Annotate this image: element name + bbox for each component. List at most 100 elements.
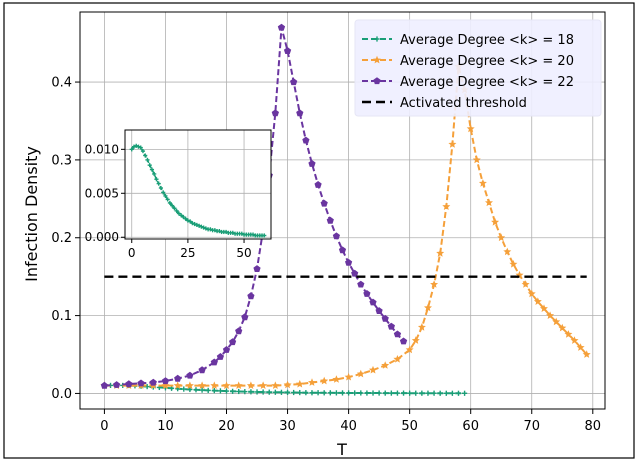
series-0 [101, 382, 468, 396]
data-point [364, 390, 370, 396]
x-tick-label: 20 [218, 419, 235, 434]
inset-data-point [179, 213, 184, 218]
data-point [405, 345, 414, 354]
data-point [485, 198, 493, 207]
data-point [297, 389, 303, 396]
data-point [309, 390, 315, 396]
data-point [461, 390, 468, 396]
data-point [113, 381, 121, 388]
data-point [393, 355, 402, 363]
data-point [210, 381, 219, 389]
inset-data-point [174, 208, 179, 213]
data-point [333, 390, 339, 396]
inset-data-point [161, 190, 166, 195]
inset-data-point [217, 229, 222, 234]
inset-data-point [199, 224, 204, 229]
inset-x-tick-label: 0 [128, 246, 136, 260]
data-point [393, 330, 402, 338]
inset-y-tick-label: 0.000 [85, 230, 119, 244]
data-point [186, 371, 194, 379]
data-point [248, 389, 254, 395]
legend-entry-label: Activated threshold [400, 96, 527, 111]
data-point [296, 109, 304, 117]
inset-data-point [158, 185, 164, 191]
data-point [436, 249, 445, 257]
data-point [407, 390, 413, 396]
x-tick-label: 80 [585, 419, 602, 434]
data-point [382, 390, 388, 396]
inset-data-point [143, 153, 148, 158]
inset-data-point [134, 143, 139, 148]
inset-data-point [156, 181, 161, 186]
data-point [352, 390, 358, 396]
inset-data-point [201, 225, 206, 230]
data-point [400, 390, 407, 396]
data-point [358, 390, 364, 396]
data-point [254, 389, 260, 395]
data-point [369, 365, 377, 374]
inset-data-point [262, 233, 267, 238]
data-point [332, 375, 341, 383]
data-point [552, 317, 561, 326]
main-plot-frame [79, 11, 606, 410]
inset-data-point [208, 227, 213, 232]
x-tick-label: 40 [340, 419, 357, 434]
data-point [283, 47, 292, 54]
data-point [266, 389, 272, 395]
inset-data-point [192, 221, 197, 227]
data-point [570, 336, 579, 344]
data-point [246, 381, 255, 389]
data-point [187, 386, 193, 393]
inset-data-point [145, 157, 150, 162]
data-point [247, 292, 255, 300]
x-tick-label: 10 [157, 419, 174, 434]
inset-data-point [230, 230, 235, 235]
data-point [327, 390, 333, 396]
data-point [351, 269, 359, 277]
main-series [100, 23, 591, 396]
legend-entry-label: Average Degree <k> = 22 [400, 75, 574, 90]
data-point [185, 381, 194, 389]
data-point [369, 298, 377, 306]
data-point [199, 387, 205, 393]
inset-data-point [194, 222, 199, 228]
data-point [411, 336, 420, 344]
data-point [272, 389, 278, 395]
data-point [515, 270, 524, 279]
data-point [216, 353, 224, 360]
data-point [424, 303, 432, 312]
y-axis-label: Infection Density [22, 146, 41, 282]
inset-x-tick-label: 25 [180, 246, 195, 260]
data-point [230, 388, 236, 394]
data-point [149, 378, 157, 386]
data-point [308, 378, 316, 386]
data-point [375, 307, 383, 314]
inset-data-point [147, 163, 152, 168]
data-point [236, 388, 242, 395]
x-tick-label: 70 [523, 419, 540, 434]
data-point [413, 390, 419, 396]
legend-box [354, 19, 602, 117]
data-point [417, 323, 426, 331]
data-point [283, 380, 292, 389]
inset-data-point [170, 203, 175, 208]
inset-ticks: 0 25 50 0.000 0.005 0.010 [85, 142, 252, 260]
data-point [211, 388, 217, 394]
data-point [521, 280, 530, 288]
data-point [399, 337, 408, 345]
data-point [443, 390, 449, 396]
data-point [472, 155, 481, 164]
inset-data-point [188, 219, 193, 224]
inset-data-point [138, 145, 143, 150]
main-ticks: 0 10 20 30 40 50 60 70 80 0.0 0.1 0.2 0.3 0.4 [51, 76, 601, 434]
data-point [363, 290, 371, 297]
data-point [222, 346, 231, 353]
data-point [137, 379, 145, 387]
x-tick-label: 50 [401, 419, 418, 434]
data-point [223, 388, 230, 394]
inset-data-point [176, 211, 181, 216]
data-point [222, 381, 231, 389]
data-point [449, 390, 455, 396]
data-point [376, 390, 382, 396]
inset-data-point [129, 147, 134, 152]
